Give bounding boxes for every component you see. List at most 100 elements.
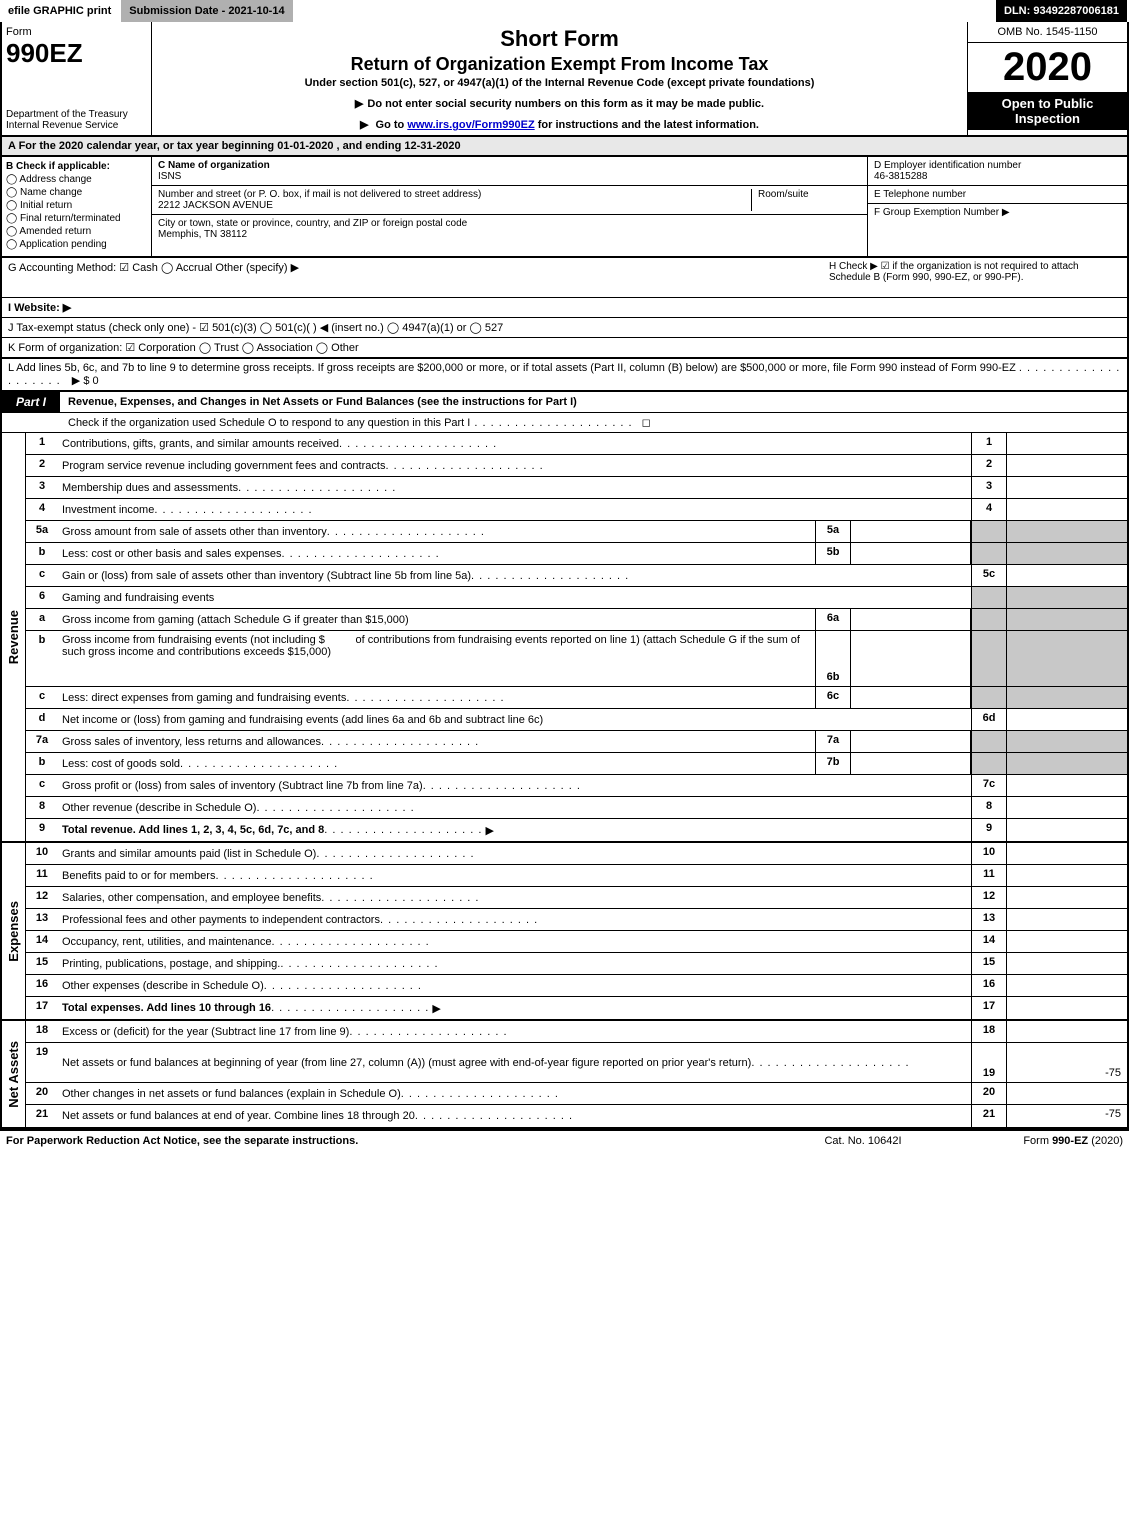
e-label: E Telephone number [874,189,966,200]
line-6a: aGross income from gaming (attach Schedu… [26,609,1127,631]
line-13: 13Professional fees and other payments t… [26,909,1127,931]
l-amount: ▶ $ 0 [72,375,99,387]
ein-cell: D Employer identification number 46-3815… [868,157,1127,186]
g-accounting: G Accounting Method: ☑ Cash ◯ Accrual Ot… [8,261,821,294]
part1-header: Part I Revenue, Expenses, and Changes in… [0,392,1129,413]
goto-suffix: for instructions and the latest informat… [538,119,759,131]
netassets-vlabel: Net Assets [2,1021,26,1127]
line-6d: dNet income or (loss) from gaming and fu… [26,709,1127,731]
c-label: C Name of organization [158,160,270,171]
part1-checkrow: Check if the organization used Schedule … [0,413,1129,433]
goto-prefix: Go to [376,119,408,131]
entity-block: B Check if applicable: ◯ Address change … [0,157,1129,258]
form-header: Form 990EZ Department of the Treasury In… [0,22,1129,137]
row-l: L Add lines 5b, 6c, and 7b to line 9 to … [0,359,1129,392]
i-website: I Website: ▶ [8,301,1121,314]
row-g-h: G Accounting Method: ☑ Cash ◯ Accrual Ot… [0,258,1129,298]
line-8: 8Other revenue (describe in Schedule O)8 [26,797,1127,819]
line-11: 11Benefits paid to or for members11 [26,865,1127,887]
org-name: ISNS [158,171,181,182]
expenses-table: Expenses 10Grants and similar amounts pa… [0,843,1129,1021]
room-label: Room/suite [758,189,809,200]
line-12: 12Salaries, other compensation, and empl… [26,887,1127,909]
j-tax-exempt: J Tax-exempt status (check only one) - ☑… [8,321,1121,334]
part1-check-text: Check if the organization used Schedule … [8,416,1121,429]
line-4: 4Investment income4 [26,499,1127,521]
check-final-return[interactable]: ◯ Final return/terminated [6,213,147,224]
goto-line: Go to www.irs.gov/Form990EZ for instruct… [160,118,959,131]
open-to-public: Open to Public Inspection [968,92,1127,130]
footer-right: Form 990-EZ (2020) [943,1135,1123,1147]
line-17: 17Total expenses. Add lines 10 through 1… [26,997,1127,1019]
header-middle: Short Form Return of Organization Exempt… [152,22,967,135]
line-10: 10Grants and similar amounts paid (list … [26,843,1127,865]
b-label: B Check if applicable: [6,161,147,172]
check-address-change[interactable]: ◯ Address change [6,174,147,185]
row-i: I Website: ▶ [0,298,1129,318]
tax-year: 2020 [968,43,1127,92]
form-subtitle: Under section 501(c), 527, or 4947(a)(1)… [160,77,959,89]
page-footer: For Paperwork Reduction Act Notice, see … [0,1129,1129,1151]
form-title-2: Return of Organization Exempt From Incom… [160,54,959,75]
line-6: 6Gaming and fundraising events [26,587,1127,609]
section-b-checks: B Check if applicable: ◯ Address change … [2,157,152,256]
line-6b: bGross income from fundraising events (n… [26,631,1127,687]
department-label: Department of the Treasury Internal Reve… [6,109,147,131]
line-3: 3Membership dues and assessments3 [26,477,1127,499]
period-row: A For the 2020 calendar year, or tax yea… [0,137,1129,157]
form-word: Form [6,26,147,38]
line-19: 19Net assets or fund balances at beginni… [26,1043,1127,1083]
line-5a: 5aGross amount from sale of assets other… [26,521,1127,543]
ein-value: 46-3815288 [874,171,927,182]
line-5c: cGain or (loss) from sale of assets othe… [26,565,1127,587]
entity-right: D Employer identification number 46-3815… [867,157,1127,256]
org-name-cell: C Name of organization ISNS [152,157,867,186]
check-initial-return[interactable]: ◯ Initial return [6,200,147,211]
revenue-vlabel: Revenue [2,433,26,841]
footer-mid: Cat. No. 10642I [783,1135,943,1147]
h-check: H Check ▶ ☑ if the organization is not r… [821,261,1121,294]
expenses-vlabel: Expenses [2,843,26,1019]
line-14: 14Occupancy, rent, utilities, and mainte… [26,931,1127,953]
irs-link[interactable]: www.irs.gov/Form990EZ [407,119,534,131]
f-label: F Group Exemption Number ▶ [874,207,1010,218]
line-7c: cGross profit or (loss) from sales of in… [26,775,1127,797]
line-15: 15Printing, publications, postage, and s… [26,953,1127,975]
check-application-pending[interactable]: ◯ Application pending [6,239,147,250]
submission-date: Submission Date - 2021-10-14 [121,0,294,22]
line-20: 20Other changes in net assets or fund ba… [26,1083,1127,1105]
line-18: 18Excess or (deficit) for the year (Subt… [26,1021,1127,1043]
addr-value: 2212 JACKSON AVENUE [158,200,273,211]
part1-tab: Part I [2,392,60,412]
topbar-spacer [295,0,996,22]
line-7a: 7aGross sales of inventory, less returns… [26,731,1127,753]
entity-mid: C Name of organization ISNS Number and s… [152,157,867,256]
row-j: J Tax-exempt status (check only one) - ☑… [0,318,1129,338]
top-bar: efile GRAPHIC print Submission Date - 20… [0,0,1129,22]
dln-label: DLN: 93492287006181 [996,0,1129,22]
l-text: L Add lines 5b, 6c, and 7b to line 9 to … [8,362,1121,387]
footer-left: For Paperwork Reduction Act Notice, see … [6,1135,783,1147]
address-cell: Number and street (or P. O. box, if mail… [152,186,867,215]
revenue-table: Revenue 1Contributions, gifts, grants, a… [0,433,1129,843]
header-left: Form 990EZ Department of the Treasury In… [2,22,152,135]
d-label: D Employer identification number [874,160,1021,171]
group-exemption-cell: F Group Exemption Number ▶ [868,204,1127,256]
check-name-change[interactable]: ◯ Name change [6,187,147,198]
line-6c: cLess: direct expenses from gaming and f… [26,687,1127,709]
line-7b: bLess: cost of goods sold7b [26,753,1127,775]
city-value: Memphis, TN 38112 [158,229,247,240]
omb-number: OMB No. 1545-1150 [968,22,1127,43]
form-title-1: Short Form [160,26,959,52]
line-2: 2Program service revenue including gover… [26,455,1127,477]
ssn-warning: Do not enter social security numbers on … [160,97,959,110]
k-form-org: K Form of organization: ☑ Corporation ◯ … [8,341,1121,354]
row-k: K Form of organization: ☑ Corporation ◯ … [0,338,1129,359]
efile-label[interactable]: efile GRAPHIC print [0,0,121,22]
city-label: City or town, state or province, country… [158,218,467,229]
line-16: 16Other expenses (describe in Schedule O… [26,975,1127,997]
line-9: 9Total revenue. Add lines 1, 2, 3, 4, 5c… [26,819,1127,841]
check-amended-return[interactable]: ◯ Amended return [6,226,147,237]
phone-cell: E Telephone number [868,186,1127,204]
part1-title: Revenue, Expenses, and Changes in Net As… [60,396,1127,408]
